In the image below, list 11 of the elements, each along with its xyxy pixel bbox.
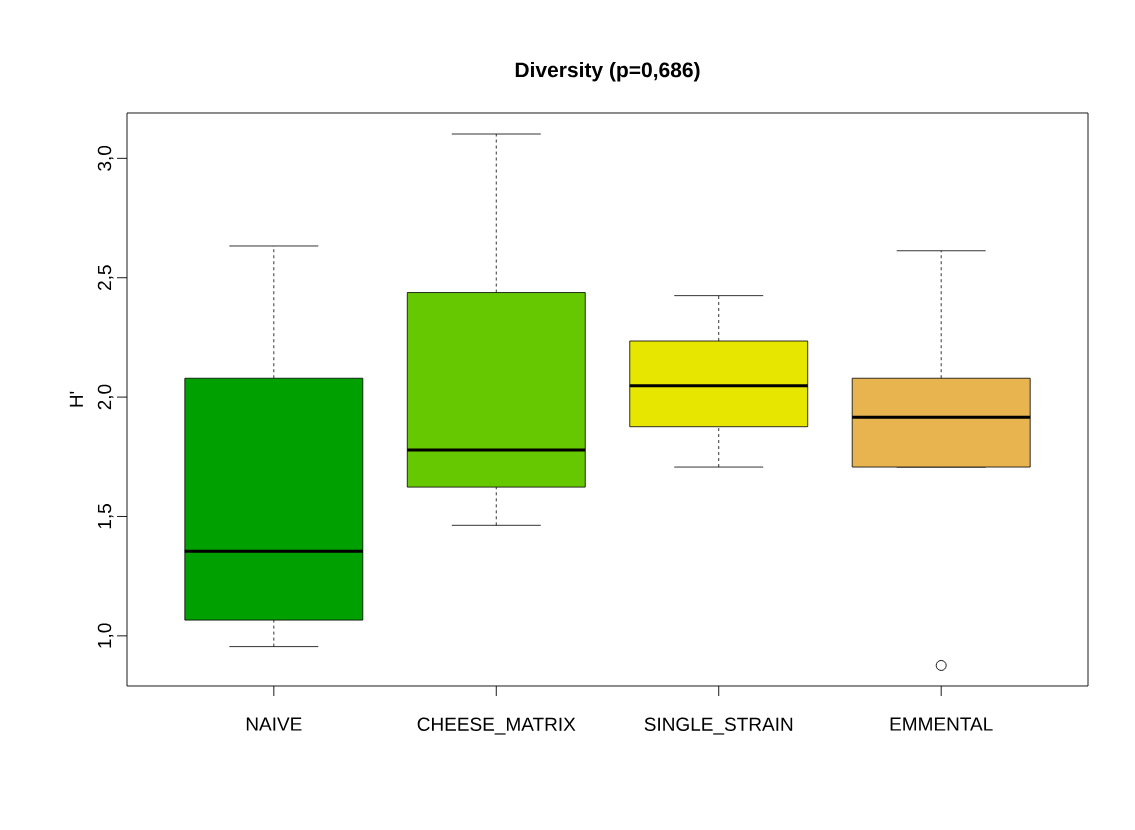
x-tick-label: SINGLE_STRAIN [644,717,793,735]
x-tick-label: EMMENTAL [890,717,993,731]
y-tick-label: 1,5 [97,504,114,529]
x-tick-label: CHEESE_MATRIX [417,717,576,735]
y-tick-label: 2,0 [97,384,114,410]
x-tick-label: NAIVE [246,717,302,731]
y-tick-label: 1,0 [97,623,114,648]
y-tick-label: 2,5 [97,265,114,290]
chart-title: Diversity (p=0,686) [515,61,700,82]
y-tick-label: 3,0 [97,145,114,171]
y-axis-title: H' [69,391,83,407]
